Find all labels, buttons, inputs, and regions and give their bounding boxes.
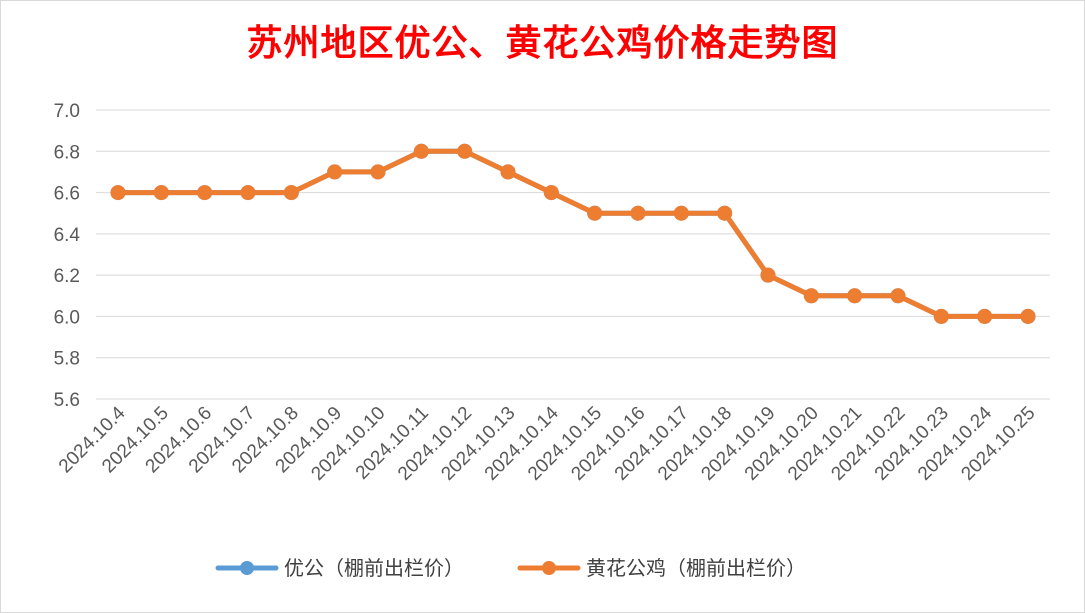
data-point: [153, 185, 169, 201]
series-lines: [110, 143, 1036, 324]
data-point: [673, 205, 689, 221]
legend-label: 黄花公鸡（棚前出栏价）: [586, 556, 806, 580]
y-tick-label: 6.2: [54, 266, 80, 287]
data-point: [413, 143, 429, 159]
data-point: [327, 164, 343, 180]
y-tick-label: 6.4: [54, 225, 81, 246]
series-2: [110, 143, 1036, 324]
data-point: [630, 205, 646, 221]
y-tick-label: 6.0: [54, 307, 80, 328]
legend-label: 优公（棚前出栏价）: [284, 556, 464, 580]
series-line: [115, 148, 1031, 319]
data-point: [197, 185, 213, 201]
y-tick-label: 5.6: [54, 390, 80, 411]
y-tick-label: 6.6: [54, 184, 80, 205]
data-point: [543, 185, 559, 201]
data-point: [500, 164, 516, 180]
y-tick-label: 6.8: [54, 142, 80, 163]
data-point: [760, 267, 776, 283]
legend-swatch-marker: [240, 561, 254, 575]
legend: 优公（棚前出栏价） 黄花公鸡（棚前出栏价）: [215, 556, 806, 580]
data-point: [890, 288, 906, 304]
data-point: [457, 143, 473, 159]
data-point: [240, 185, 256, 201]
x-axis-ticks: 2024.10.42024.10.52024.10.62024.10.72024…: [55, 402, 1040, 484]
y-tick-label: 7.0: [54, 101, 80, 122]
data-point: [933, 308, 949, 324]
data-point: [110, 185, 126, 201]
legend-swatch-marker: [542, 561, 556, 575]
data-point: [803, 288, 819, 304]
data-point: [1020, 308, 1036, 324]
data-point: [717, 205, 733, 221]
data-point: [587, 205, 603, 221]
data-point: [370, 164, 386, 180]
y-axis-ticks: 7.0 6.8 6.6 6.4 6.2 6.0 5.8 5.6: [54, 101, 81, 411]
chart-title: 苏州地区优公、黄花公鸡价格走势图: [246, 22, 839, 64]
data-point: [283, 185, 299, 201]
grid-lines: [96, 109, 1050, 400]
data-point: [977, 308, 993, 324]
data-point: [847, 288, 863, 304]
y-tick-label: 5.8: [54, 349, 80, 370]
